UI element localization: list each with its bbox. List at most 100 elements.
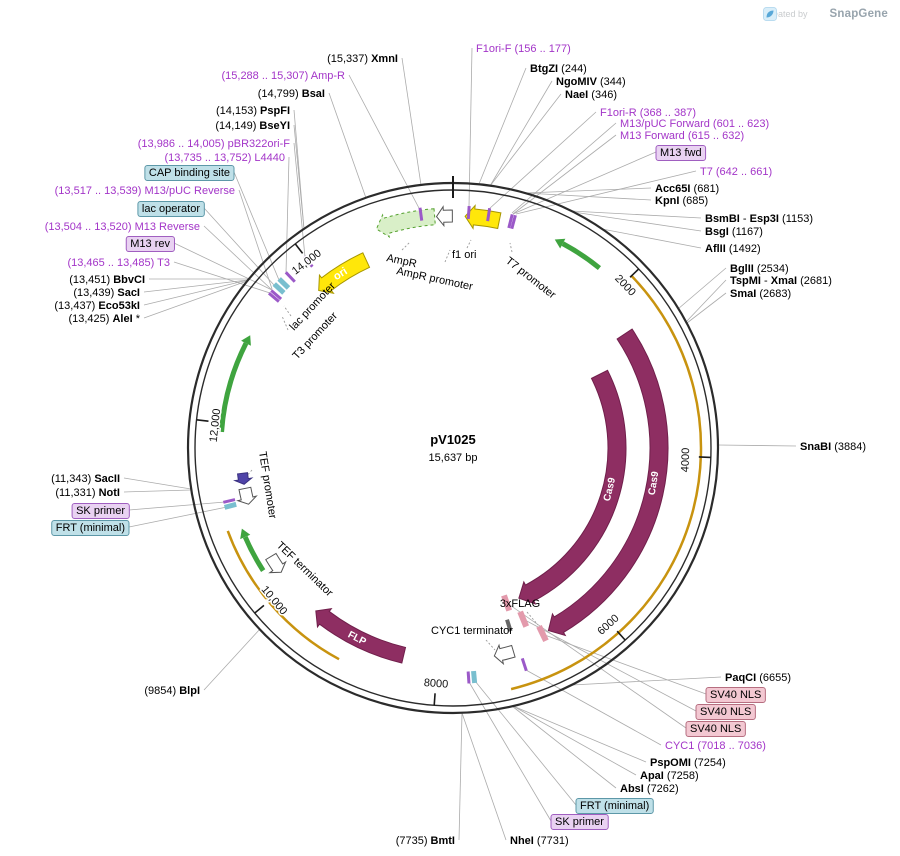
label-bsai[interactable]: (14,799) BsaI — [258, 88, 325, 100]
feature-Cas9-outer[interactable] — [547, 328, 669, 637]
feature-Cas9-inner[interactable] — [518, 369, 627, 605]
naei-leader — [489, 93, 562, 187]
tick-10000 — [254, 604, 265, 614]
tick-label-14000: 14,000 — [290, 247, 324, 277]
label-blpi[interactable]: (9854) BlpI — [144, 685, 200, 697]
label-f1ori-r[interactable]: F1ori-R (368 .. 387) — [600, 107, 696, 119]
frt-minimal-bottom-box[interactable] — [575, 798, 654, 814]
feature-f1-ori[interactable] — [464, 204, 502, 230]
label-noti[interactable]: (11,331) NotI — [55, 487, 120, 499]
sv40-nls-1-box[interactable] — [705, 687, 766, 703]
label-t3-primer[interactable]: (13,465 .. 13,485) T3 — [67, 257, 170, 269]
feature-AmpR-promoter[interactable] — [435, 205, 453, 228]
m13-fwd-box[interactable] — [655, 145, 707, 161]
sv40-nls-mark-2 — [517, 610, 530, 628]
label-m13-forward[interactable]: M13 Forward (615 .. 632) — [620, 130, 744, 142]
label-m13-puc-forward[interactable]: M13/pUC Forward (601 .. 623) — [620, 118, 769, 130]
lac-operator-box[interactable] — [137, 201, 205, 217]
label-aflii[interactable]: AflII (1492) — [705, 243, 761, 255]
label-btgzi[interactable]: BtgZI (244) — [530, 63, 587, 75]
label-sv40-nls-2[interactable]: SV40 NLS — [700, 706, 751, 718]
bmti-leader — [458, 712, 463, 841]
feature-marks — [222, 205, 549, 684]
label-sk-primer-bottom[interactable]: SK primer — [555, 816, 604, 828]
f1ori-f-leader — [468, 47, 473, 208]
feature-CYC1-terminator[interactable] — [493, 643, 516, 666]
sv40-nls-2-box[interactable] — [695, 704, 756, 720]
label-bglii[interactable]: BglII (2534) — [730, 263, 789, 275]
label-t7-primer[interactable]: T7 (642 .. 661) — [700, 166, 772, 178]
label-pspomi[interactable]: PspOMI (7254) — [650, 757, 726, 769]
label-m13-reverse[interactable]: (13,504 .. 13,520) M13 Reverse — [45, 221, 200, 233]
paqci-leader — [571, 676, 722, 686]
label-absi[interactable]: AbsI (7262) — [620, 783, 679, 795]
feature-TEF-promoter[interactable] — [236, 486, 258, 505]
feature-green-3[interactable] — [219, 342, 249, 433]
label-bbvci[interactable]: (13,451) BbvCI — [69, 274, 145, 286]
feature-green-1[interactable] — [561, 241, 602, 271]
label-naei[interactable]: NaeI (346) — [565, 89, 617, 101]
label-bsmbi-esp3i[interactable]: BsmBI - Esp3I (1153) — [705, 213, 813, 225]
label-saci[interactable]: (13,439) SacI — [73, 287, 140, 299]
label-paqci[interactable]: PaqCI (6655) — [725, 672, 791, 684]
t7-primer-mark — [510, 214, 517, 230]
label-lac-operator[interactable]: lac operator — [142, 203, 200, 215]
label-eco53ki[interactable]: (13,437) Eco53kI — [54, 300, 140, 312]
sk-primer-mark-left — [222, 498, 236, 504]
label-cas9-outer-label: Cas9 — [647, 470, 662, 496]
feature-TEF-terminator[interactable] — [265, 552, 287, 574]
label-ngomiv[interactable]: NgoMIV (344) — [556, 76, 626, 88]
label-m13-rev[interactable]: M13 rev — [130, 238, 170, 250]
feature-ori[interactable] — [318, 252, 371, 295]
label-amp-r-primer[interactable]: (15,288 .. 15,307) Amp-R — [221, 70, 345, 82]
feature-AmpR[interactable] — [375, 208, 436, 239]
label-bmti[interactable]: (7735) BmtI — [396, 835, 455, 847]
label-flag-label: 3xFLAG — [500, 598, 540, 610]
sv40-nls-3-box[interactable] — [685, 721, 746, 737]
label-xmni[interactable]: (15,337) XmnI — [327, 53, 398, 65]
ampr-label-dotted-leader — [401, 241, 411, 251]
label-frt-minimal-bottom[interactable]: FRT (minimal) — [580, 800, 649, 812]
label-smai[interactable]: SmaI (2683) — [730, 288, 791, 300]
label-snabi[interactable]: SnaBI (3884) — [800, 441, 866, 453]
label-nhei[interactable]: NheI (7731) — [510, 835, 569, 847]
f1ori-r-primer-mark — [486, 208, 492, 222]
frt-minimal-left-leader — [128, 506, 228, 528]
btgzi-leader — [478, 67, 527, 185]
label-sv40-nls-3[interactable]: SV40 NLS — [690, 723, 741, 735]
m13-reverse-leader — [203, 225, 273, 291]
label-sv40-nls-1[interactable]: SV40 NLS — [710, 689, 761, 701]
label-sacii[interactable]: (11,343) SacII — [51, 473, 120, 485]
snapgene-credit: Created by SnapGene — [763, 7, 888, 21]
m13-rev-primer-mark — [270, 289, 283, 301]
label-l4440[interactable]: (13,735 .. 13,752) L4440 — [165, 152, 285, 164]
label-pbr322ori-f[interactable]: (13,986 .. 14,005) pBR322ori-F — [138, 138, 291, 150]
label-sk-primer-left[interactable]: SK primer — [76, 505, 125, 517]
label-tspmi-xmai[interactable]: TspMI - XmaI (2681) — [730, 275, 832, 287]
label-cyc1-primer[interactable]: CYC1 (7018 .. 7036) — [665, 740, 766, 752]
label-acc65i[interactable]: Acc65I (681) — [655, 183, 719, 195]
label-m13-fwd[interactable]: M13 fwd — [660, 147, 702, 159]
label-bsgi[interactable]: BsgI (1167) — [705, 226, 763, 238]
feature-TEF-promoter-mark[interactable] — [233, 472, 254, 485]
label-cap-binding-site[interactable]: CAP binding site — [149, 167, 230, 179]
cap-binding-site-box[interactable] — [144, 165, 235, 181]
label-apai[interactable]: ApaI (7258) — [640, 770, 699, 782]
label-m13-puc-reverse[interactable]: (13,517 .. 13,539) M13/pUC Reverse — [55, 185, 235, 197]
feature-green-2[interactable] — [242, 535, 266, 573]
sk-primer-bottom-box[interactable] — [550, 814, 609, 830]
label-kpni[interactable]: KpnI (685) — [655, 195, 708, 207]
m13-rev-box[interactable] — [125, 236, 175, 252]
label-f1ori-f[interactable]: F1ori-F (156 .. 177) — [476, 43, 571, 55]
label-pspfi[interactable]: (14,153) PspFI — [216, 105, 290, 117]
frt-minimal-left-box[interactable] — [51, 520, 130, 536]
bsai-leader — [328, 92, 367, 199]
snapgene-brand: SnapGene — [829, 8, 888, 20]
sk-primer-left-box[interactable] — [71, 503, 130, 519]
label-alei[interactable]: (13,425) AleI * — [68, 313, 140, 325]
m13-forward-leader — [512, 134, 617, 215]
saci-leader — [143, 279, 249, 293]
label-bseyi[interactable]: (14,149) BseYI — [215, 120, 290, 132]
feature-FLP[interactable] — [315, 607, 407, 664]
label-frt-minimal-left[interactable]: FRT (minimal) — [56, 522, 125, 534]
